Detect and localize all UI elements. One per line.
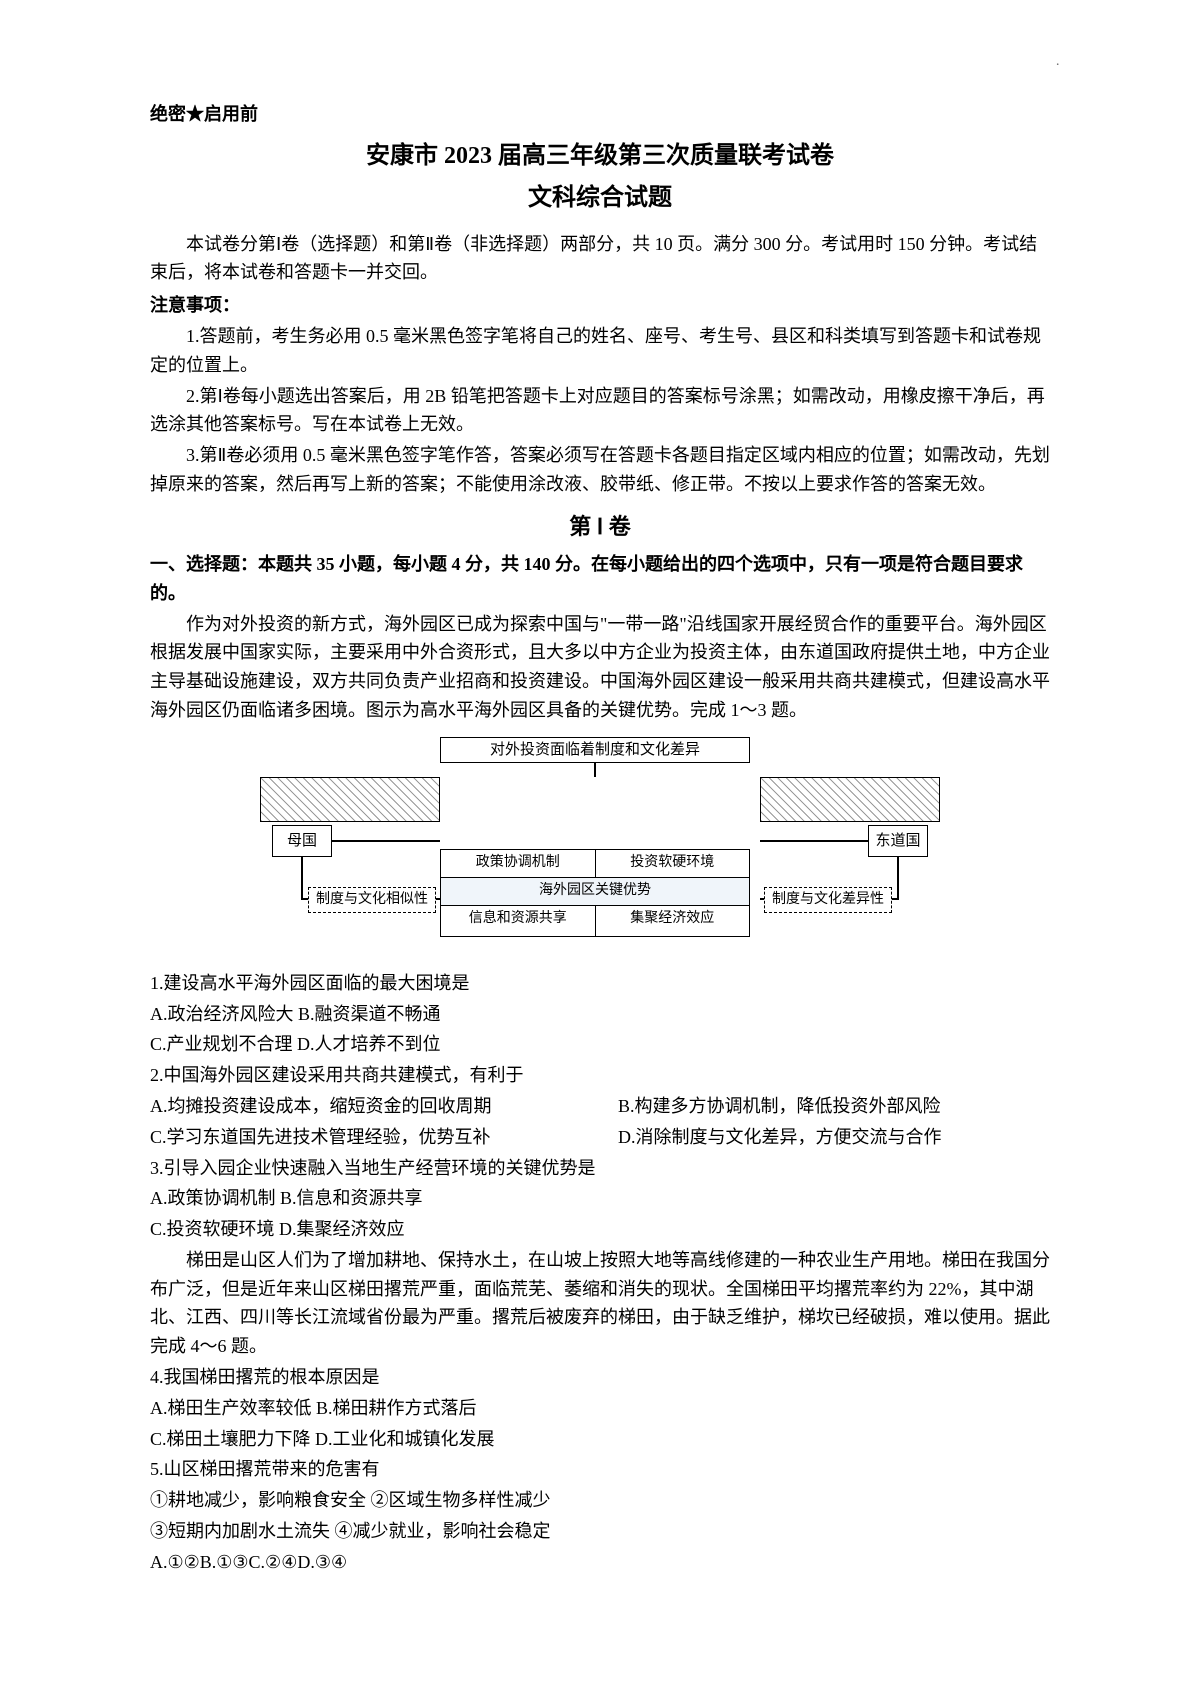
q4-opts-b: C.梯田土壤肥力下降 D.工业化和城镇化发展 bbox=[150, 1425, 1050, 1454]
q5-line2: ③短期内加剧水土流失 ④减少就业，影响社会稳定 bbox=[150, 1517, 1050, 1546]
line-host-down bbox=[301, 857, 303, 900]
middle-row-1: 政策协调机制 投资软硬环境 bbox=[441, 850, 749, 878]
corner-mark: · bbox=[1055, 55, 1060, 77]
dashed-right-box: 制度与文化差异性 bbox=[764, 887, 892, 913]
q2-opts-row2: C.学习东道国先进技术管理经验，优势互补 D.消除制度与文化差异，方便交流与合作 bbox=[150, 1123, 1050, 1152]
cell-info: 信息和资源共享 bbox=[441, 906, 596, 936]
q2-opts-row1: A.均摊投资建设成本，缩短资金的回收周期 B.构建多方协调机制，降低投资外部风险 bbox=[150, 1092, 1050, 1121]
q4-stem: 4.我国梯田撂荒的根本原因是 bbox=[150, 1363, 1050, 1392]
line-guest-left bbox=[892, 898, 897, 900]
q2-optD: D.消除制度与文化差异，方便交流与合作 bbox=[618, 1123, 942, 1152]
line-top-down bbox=[594, 763, 596, 777]
q1-opts-a: A.政治经济风险大 B.融资渠道不畅通 bbox=[150, 1000, 1050, 1029]
section-1-heading: 一、选择题：本题共 35 小题，每小题 4 分，共 140 分。在每小题给出的四… bbox=[150, 550, 1050, 608]
confidential-label: 绝密★启用前 bbox=[150, 100, 1050, 129]
q4-opts-a: A.梯田生产效率较低 B.梯田耕作方式落后 bbox=[150, 1394, 1050, 1423]
q3-stem: 3.引导入园企业快速融入当地生产经营环境的关键优势是 bbox=[150, 1154, 1050, 1183]
notice-item-3: 3.第Ⅱ卷必须用 0.5 毫米黑色签字笔作答，答案必须写在答题卡各题目指定区域内… bbox=[150, 441, 1050, 499]
q5-line1: ①耕地减少，影响粮食安全 ②区域生物多样性减少 bbox=[150, 1486, 1050, 1515]
diagram-top-label: 对外投资面临着制度和文化差异 bbox=[440, 737, 750, 763]
cell-policy: 政策协调机制 bbox=[441, 850, 596, 877]
line-frame-to-guest bbox=[760, 840, 868, 842]
q1-opts-b: C.产业规划不合理 D.人才培养不到位 bbox=[150, 1030, 1050, 1059]
q3-opts-b: C.投资软硬环境 D.集聚经济效应 bbox=[150, 1215, 1050, 1244]
exam-title: 安康市 2023 届高三年级第三次质量联考试卷 bbox=[150, 137, 1050, 175]
q2-optA: A.均摊投资建设成本，缩短资金的回收周期 bbox=[150, 1092, 618, 1121]
middle-center-title: 海外园区关键优势 bbox=[441, 878, 749, 906]
guest-country-box: 东道国 bbox=[868, 825, 928, 857]
middle-row-3: 信息和资源共享 集聚经济效应 bbox=[441, 906, 749, 936]
q5-opts: A.①②B.①③C.②④D.③④ bbox=[150, 1548, 1050, 1577]
hatch-left bbox=[260, 777, 440, 822]
dashed-left-box: 制度与文化相似性 bbox=[308, 887, 436, 913]
host-country-box: 母国 bbox=[272, 825, 332, 857]
middle-frame: 政策协调机制 投资软硬环境 海外园区关键优势 信息和资源共享 集聚经济效应 bbox=[440, 849, 750, 937]
notice-item-2: 2.第Ⅰ卷每小题选出答案后，用 2B 铅笔把答题卡上对应题目的答案标号涂黑；如需… bbox=[150, 382, 1050, 440]
q3-opts-a: A.政策协调机制 B.信息和资源共享 bbox=[150, 1184, 1050, 1213]
passage-2: 梯田是山区人们为了增加耕地、保持水土，在山坡上按照大地等高线修建的一种农业生产用… bbox=[150, 1246, 1050, 1361]
cell-investment: 投资软硬环境 bbox=[596, 850, 750, 877]
cell-cluster: 集聚经济效应 bbox=[596, 906, 750, 936]
notice-label: 注意事项： bbox=[150, 291, 1050, 320]
line-host-to-frame bbox=[332, 840, 440, 842]
q5-stem: 5.山区梯田撂荒带来的危害有 bbox=[150, 1455, 1050, 1484]
q1-stem: 1.建设高水平海外园区面临的最大困境是 bbox=[150, 969, 1050, 998]
exam-subtitle: 文科综合试题 bbox=[150, 179, 1050, 217]
notice-item-1: 1.答题前，考生务必用 0.5 毫米黑色签字笔将自己的姓名、座号、考生号、县区和… bbox=[150, 322, 1050, 380]
advantage-diagram: 对外投资面临着制度和文化差异 母国 东道国 政策协调机制 投资软硬环境 海外园区… bbox=[260, 737, 940, 957]
q2-optC: C.学习东道国先进技术管理经验，优势互补 bbox=[150, 1123, 618, 1152]
hatch-right bbox=[760, 777, 940, 822]
q2-stem: 2.中国海外园区建设采用共商共建模式，有利于 bbox=[150, 1061, 1050, 1090]
line-guest-down bbox=[897, 857, 899, 900]
section-1-title: 第 Ⅰ 卷 bbox=[150, 509, 1050, 544]
exam-intro: 本试卷分第Ⅰ卷（选择题）和第Ⅱ卷（非选择题）两部分，共 10 页。满分 300 … bbox=[150, 230, 1050, 288]
passage-1: 作为对外投资的新方式，海外园区已成为探索中国与"一带一路"沿线国家开展经贸合作的… bbox=[150, 610, 1050, 725]
q2-optB: B.构建多方协调机制，降低投资外部风险 bbox=[618, 1092, 941, 1121]
